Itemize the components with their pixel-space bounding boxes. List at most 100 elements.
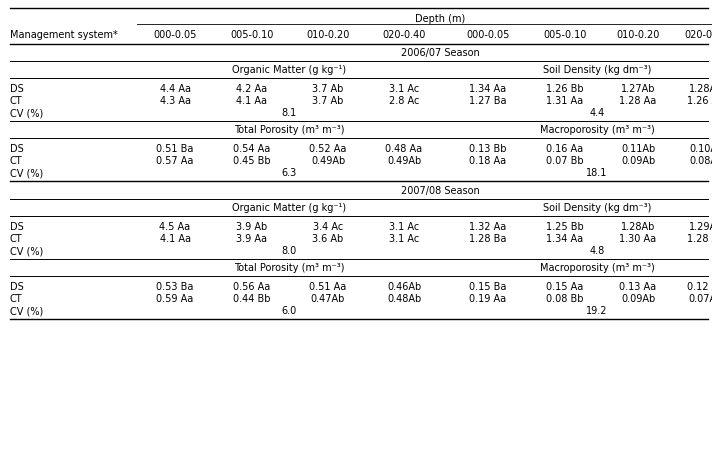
Text: 0.16 Aa: 0.16 Aa xyxy=(546,144,584,154)
Text: Organic Matter (g kg⁻¹): Organic Matter (g kg⁻¹) xyxy=(232,65,347,75)
Text: 1.28Ab: 1.28Ab xyxy=(689,84,712,94)
Text: Management system*: Management system* xyxy=(10,30,117,40)
Text: CT: CT xyxy=(10,294,23,304)
Text: 19.2: 19.2 xyxy=(586,306,608,316)
Text: 1.30 Aa: 1.30 Aa xyxy=(619,234,656,244)
Text: 0.51 Ba: 0.51 Ba xyxy=(157,144,194,154)
Text: 4.4 Aa: 4.4 Aa xyxy=(159,84,191,94)
Text: 0.08Ab: 0.08Ab xyxy=(689,156,712,166)
Text: 0.51 Aa: 0.51 Aa xyxy=(310,282,347,292)
Text: 0.45 Bb: 0.45 Bb xyxy=(234,156,271,166)
Text: 6.0: 6.0 xyxy=(282,306,297,316)
Text: 3.9 Ab: 3.9 Ab xyxy=(236,222,268,232)
Text: 3.7 Ab: 3.7 Ab xyxy=(313,84,344,94)
Text: 4.8: 4.8 xyxy=(590,246,604,256)
Text: 0.48Ab: 0.48Ab xyxy=(387,294,421,304)
Text: DS: DS xyxy=(10,84,23,94)
Text: 0.08 Bb: 0.08 Bb xyxy=(546,294,584,304)
Text: 0.12 Aa: 0.12 Aa xyxy=(687,282,712,292)
Text: 0.48 Aa: 0.48 Aa xyxy=(385,144,422,154)
Text: 8.1: 8.1 xyxy=(282,108,297,118)
Text: Organic Matter (g kg⁻¹): Organic Matter (g kg⁻¹) xyxy=(232,203,347,213)
Text: 0.10Ab: 0.10Ab xyxy=(689,144,712,154)
Text: 0.13 Aa: 0.13 Aa xyxy=(619,282,656,292)
Text: 0.19 Aa: 0.19 Aa xyxy=(469,294,506,304)
Text: 005-0.10: 005-0.10 xyxy=(543,30,587,40)
Text: 4.2 Aa: 4.2 Aa xyxy=(236,84,268,94)
Text: 1.28 Aa: 1.28 Aa xyxy=(619,96,656,106)
Text: 1.27 Ba: 1.27 Ba xyxy=(469,96,507,106)
Text: CT: CT xyxy=(10,156,23,166)
Text: 1.27Ab: 1.27Ab xyxy=(621,84,655,94)
Text: 3.6 Ab: 3.6 Ab xyxy=(313,234,344,244)
Text: 000-0.05: 000-0.05 xyxy=(466,30,510,40)
Text: CV (%): CV (%) xyxy=(10,108,43,118)
Text: 1.28 Ba: 1.28 Ba xyxy=(469,234,507,244)
Text: 0.49Ab: 0.49Ab xyxy=(311,156,345,166)
Text: 0.59 Aa: 0.59 Aa xyxy=(157,294,194,304)
Text: 1.28 Aa: 1.28 Aa xyxy=(687,234,712,244)
Text: 0.57 Aa: 0.57 Aa xyxy=(157,156,194,166)
Text: 020-0.40: 020-0.40 xyxy=(684,30,712,40)
Text: Total Porosity (m³ m⁻³): Total Porosity (m³ m⁻³) xyxy=(234,125,345,135)
Text: CT: CT xyxy=(10,234,23,244)
Text: 0.15 Ba: 0.15 Ba xyxy=(469,282,507,292)
Text: 3.7 Ab: 3.7 Ab xyxy=(313,96,344,106)
Text: 0.52 Aa: 0.52 Aa xyxy=(309,144,347,154)
Text: 000-0.05: 000-0.05 xyxy=(153,30,197,40)
Text: 010-0.20: 010-0.20 xyxy=(306,30,350,40)
Text: 1.32 Aa: 1.32 Aa xyxy=(469,222,507,232)
Text: Macroporosity (m³ m⁻³): Macroporosity (m³ m⁻³) xyxy=(540,263,654,273)
Text: 2006/07 Season: 2006/07 Season xyxy=(401,48,480,58)
Text: 0.54 Aa: 0.54 Aa xyxy=(234,144,271,154)
Text: 0.47Ab: 0.47Ab xyxy=(311,294,345,304)
Text: 0.15 Aa: 0.15 Aa xyxy=(546,282,584,292)
Text: 6.3: 6.3 xyxy=(282,168,297,178)
Text: CV (%): CV (%) xyxy=(10,246,43,256)
Text: 18.1: 18.1 xyxy=(586,168,607,178)
Text: Soil Density (kg dm⁻³): Soil Density (kg dm⁻³) xyxy=(543,65,651,75)
Text: 0.09Ab: 0.09Ab xyxy=(621,294,655,304)
Text: 1.29Ab: 1.29Ab xyxy=(689,222,712,232)
Text: CV (%): CV (%) xyxy=(10,306,43,316)
Text: 0.56 Aa: 0.56 Aa xyxy=(234,282,271,292)
Text: 0.18 Aa: 0.18 Aa xyxy=(469,156,506,166)
Text: 1.28Ab: 1.28Ab xyxy=(621,222,655,232)
Text: 1.34 Aa: 1.34 Aa xyxy=(546,234,584,244)
Text: 2.8 Ac: 2.8 Ac xyxy=(389,96,419,106)
Text: DS: DS xyxy=(10,222,23,232)
Text: 0.44 Bb: 0.44 Bb xyxy=(234,294,271,304)
Text: 4.5 Aa: 4.5 Aa xyxy=(159,222,191,232)
Text: 1.31 Aa: 1.31 Aa xyxy=(546,96,584,106)
Text: 3.9 Aa: 3.9 Aa xyxy=(236,234,268,244)
Text: 3.4 Ac: 3.4 Ac xyxy=(313,222,343,232)
Text: 8.0: 8.0 xyxy=(282,246,297,256)
Text: 0.11Ab: 0.11Ab xyxy=(621,144,655,154)
Text: CT: CT xyxy=(10,96,23,106)
Text: Depth (m): Depth (m) xyxy=(415,14,466,24)
Text: Soil Density (kg dm⁻³): Soil Density (kg dm⁻³) xyxy=(543,203,651,213)
Text: 4.1 Aa: 4.1 Aa xyxy=(159,234,191,244)
Text: 0.13 Bb: 0.13 Bb xyxy=(469,144,507,154)
Text: 2007/08 Season: 2007/08 Season xyxy=(401,186,480,196)
Text: 0.46Ab: 0.46Ab xyxy=(387,282,421,292)
Text: 1.25 Bb: 1.25 Bb xyxy=(546,222,584,232)
Text: 0.07Ab: 0.07Ab xyxy=(689,294,712,304)
Text: 005-0.10: 005-0.10 xyxy=(230,30,273,40)
Text: 0.53 Ba: 0.53 Ba xyxy=(157,282,194,292)
Text: 0.07 Bb: 0.07 Bb xyxy=(546,156,584,166)
Text: 3.1 Ac: 3.1 Ac xyxy=(389,222,419,232)
Text: 4.1 Aa: 4.1 Aa xyxy=(236,96,268,106)
Text: 3.1 Ac: 3.1 Ac xyxy=(389,234,419,244)
Text: 1.26 Bb: 1.26 Bb xyxy=(546,84,584,94)
Text: 4.3 Aa: 4.3 Aa xyxy=(159,96,191,106)
Text: 1.34 Aa: 1.34 Aa xyxy=(469,84,506,94)
Text: Macroporosity (m³ m⁻³): Macroporosity (m³ m⁻³) xyxy=(540,125,654,135)
Text: 1.26 Aa: 1.26 Aa xyxy=(687,96,712,106)
Text: 0.49Ab: 0.49Ab xyxy=(387,156,421,166)
Text: DS: DS xyxy=(10,282,23,292)
Text: CV (%): CV (%) xyxy=(10,168,43,178)
Text: 010-0.20: 010-0.20 xyxy=(617,30,660,40)
Text: 020-0.40: 020-0.40 xyxy=(382,30,426,40)
Text: 4.4: 4.4 xyxy=(590,108,604,118)
